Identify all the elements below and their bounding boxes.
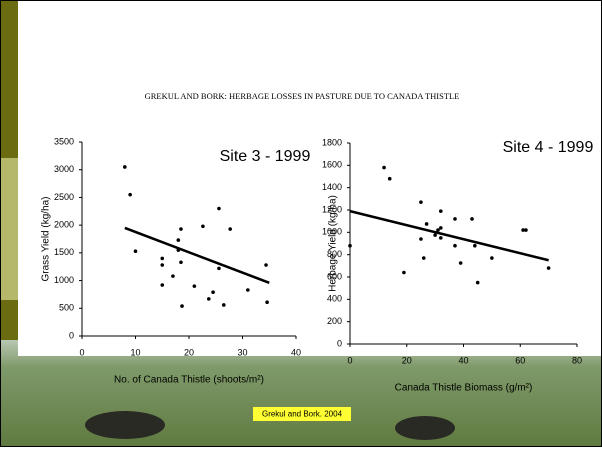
data-point [264,263,268,267]
x-tick-label: 20 [402,355,412,365]
data-point [422,256,426,260]
chart-title: Site 3 - 1999 [220,148,311,165]
data-point [439,236,443,240]
data-point [217,207,221,211]
x-tick-label: 40 [458,355,468,365]
slide-title: GREKUL AND BORK: HERBAGE LOSSES IN PASTU… [145,91,460,101]
data-point [246,288,250,292]
data-point [453,217,457,221]
y-axis-label: Grass Yield (kg/ha) [41,196,52,281]
data-point [179,260,183,264]
caption: Grekul and Bork. 2004 [262,410,343,419]
data-point [265,300,269,304]
data-point [222,303,226,307]
data-point [470,217,474,221]
data-point [207,297,211,301]
y-tick-label: 200 [327,316,342,326]
y-tick-label: 0 [69,330,74,340]
data-point [217,267,221,271]
y-tick-label: 2500 [54,192,74,202]
x-tick-label: 0 [347,355,352,365]
data-point [134,249,138,253]
data-point [382,166,386,170]
y-tick-label: 1600 [322,160,342,170]
x-tick-label: 60 [515,355,525,365]
cow [85,411,165,439]
x-tick-label: 10 [130,347,140,357]
y-tick-label: 1000 [54,275,74,285]
data-point [524,228,528,232]
x-tick-label: 20 [184,347,194,357]
data-point [177,248,181,252]
data-point [439,226,443,230]
data-point [459,261,463,265]
side-band [0,300,18,340]
data-point [180,304,184,308]
data-point [160,257,164,261]
data-point [177,238,181,242]
y-tick-label: 1500 [54,247,74,257]
data-point [547,266,551,270]
x-axis-label: No. of Canada Thistle (shoots/m²) [114,375,264,386]
data-point [436,228,440,232]
data-point [171,274,175,278]
data-point [123,165,127,169]
data-point [476,281,480,285]
data-point [228,227,232,231]
data-point [211,290,215,294]
data-point [490,256,494,260]
data-point [433,233,437,237]
y-tick-label: 1800 [322,137,342,147]
data-point [179,227,183,231]
y-tick-label: 3000 [54,164,74,174]
side-band [0,0,18,158]
y-tick-label: 2000 [54,220,74,230]
data-point [453,244,457,248]
y-tick-label: 500 [59,303,74,313]
x-axis-label: Canada Thistle Biomass (g/m²) [395,383,533,394]
slide: GREKUL AND BORK: HERBAGE LOSSES IN PASTU… [0,0,602,447]
data-point [160,283,164,287]
data-point [193,284,197,288]
y-tick-label: 400 [327,294,342,304]
cow [395,416,455,440]
data-point [439,209,443,213]
data-point [473,244,477,248]
y-axis-label: Herbage Yield (kg/ha) [328,195,339,292]
data-point [419,200,423,204]
data-point [419,237,423,241]
data-point [388,177,392,181]
x-tick-label: 30 [237,347,247,357]
data-point [402,271,406,275]
data-point [128,193,132,197]
y-tick-label: 3500 [54,136,74,146]
side-band [0,158,18,300]
x-tick-label: 40 [291,347,301,357]
x-tick-label: 0 [79,347,84,357]
data-point [348,244,352,248]
x-tick-label: 80 [572,355,582,365]
data-point [201,224,205,228]
data-point [425,222,429,226]
data-point [160,263,164,267]
y-tick-label: 0 [337,338,342,348]
y-tick-label: 1400 [322,182,342,192]
chart-title: Site 4 - 1999 [503,139,594,156]
content-area [18,0,602,356]
